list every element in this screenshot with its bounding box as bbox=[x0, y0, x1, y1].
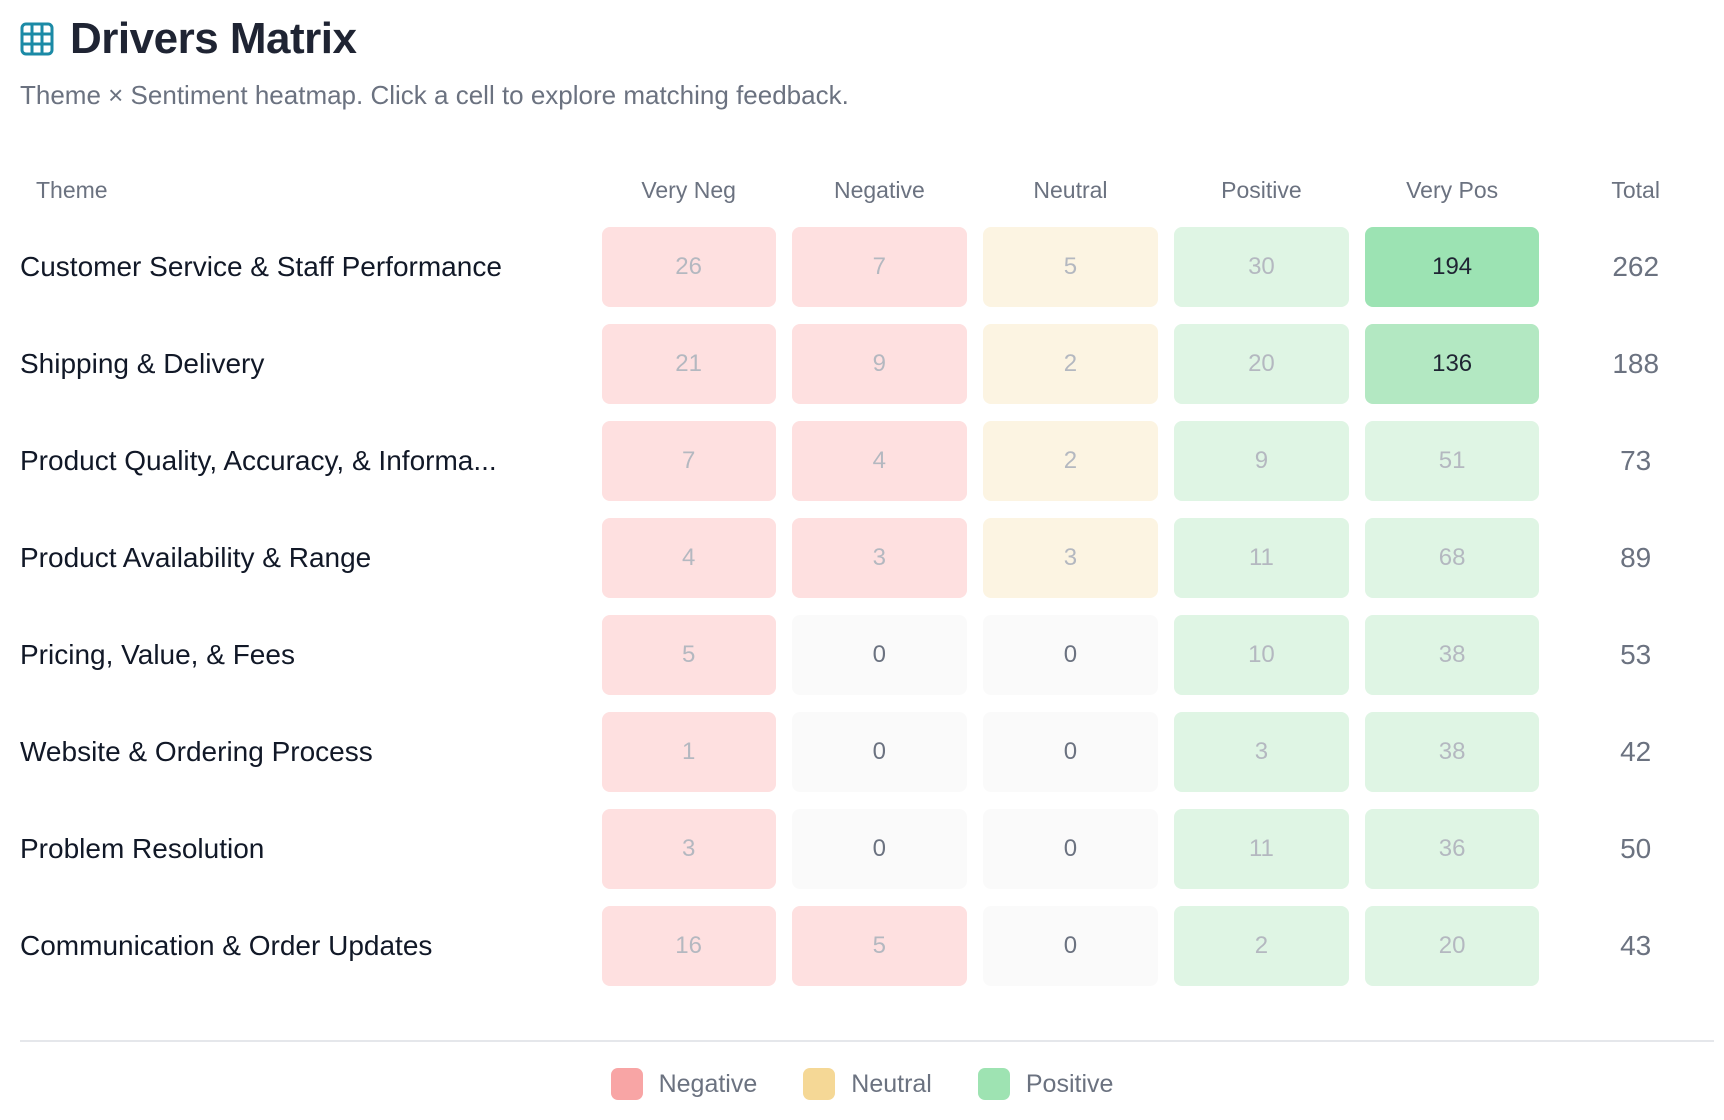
grid-table-icon bbox=[20, 22, 54, 56]
heatmap-cell-neutral[interactable]: 2 bbox=[983, 420, 1158, 501]
legend-swatch-positive bbox=[977, 1068, 1010, 1100]
table-row: Communication & Order Updates 16 5 0 2 2… bbox=[20, 897, 1724, 994]
legend-label-positive: Positive bbox=[1025, 1069, 1114, 1098]
heatmap-cell-very-neg[interactable]: 26 bbox=[601, 226, 776, 307]
divider bbox=[20, 1040, 1714, 1042]
legend-item-negative: Negative bbox=[610, 1068, 758, 1100]
theme-label: Product Availability & Range bbox=[20, 541, 372, 573]
heatmap-cell-negative[interactable]: 4 bbox=[791, 420, 968, 501]
row-total: 73 bbox=[1620, 444, 1652, 476]
heatmap-cell-very-neg[interactable]: 16 bbox=[601, 905, 776, 986]
heatmap-cell-negative[interactable]: 9 bbox=[791, 323, 968, 404]
heatmap-cell-positive[interactable]: 10 bbox=[1173, 614, 1349, 695]
row-total: 188 bbox=[1612, 347, 1660, 379]
theme-label: Shipping & Delivery bbox=[20, 347, 265, 379]
column-header-very-neg: Very Neg bbox=[641, 176, 736, 203]
heatmap-cell-negative[interactable]: 0 bbox=[791, 808, 968, 889]
heatmap-cell-neutral[interactable]: 3 bbox=[983, 517, 1158, 598]
table-row: Shipping & Delivery 21 9 2 20 136 188 bbox=[20, 315, 1724, 412]
row-total: 53 bbox=[1620, 638, 1652, 670]
theme-label: Website & Ordering Process bbox=[20, 735, 373, 767]
heatmap-cell-very-pos[interactable]: 36 bbox=[1364, 808, 1540, 889]
legend-item-positive: Positive bbox=[977, 1068, 1114, 1100]
heatmap-cell-neutral[interactable]: 2 bbox=[983, 323, 1158, 404]
table-row: Website & Ordering Process 1 0 0 3 38 42 bbox=[20, 703, 1724, 800]
legend: Negative Neutral Positive bbox=[0, 1068, 1724, 1100]
heatmap-cell-neutral[interactable]: 0 bbox=[983, 905, 1158, 986]
heatmap-cell-very-pos[interactable]: 38 bbox=[1364, 711, 1540, 792]
theme-label: Problem Resolution bbox=[20, 832, 265, 864]
row-total: 50 bbox=[1620, 832, 1652, 864]
heatmap-cell-neutral[interactable]: 5 bbox=[983, 226, 1158, 307]
heatmap-cell-very-pos[interactable]: 136 bbox=[1364, 323, 1540, 404]
heatmap-cell-very-pos[interactable]: 51 bbox=[1364, 420, 1540, 501]
heatmap-cell-positive[interactable]: 9 bbox=[1173, 420, 1349, 501]
table-row: Product Quality, Accuracy, & Informa... … bbox=[20, 412, 1724, 509]
heatmap-cell-very-neg[interactable]: 21 bbox=[601, 323, 776, 404]
heatmap-cell-positive[interactable]: 30 bbox=[1173, 226, 1349, 307]
heatmap-cell-positive[interactable]: 11 bbox=[1173, 808, 1349, 889]
row-total: 89 bbox=[1620, 541, 1652, 573]
header: Drivers Matrix Theme × Sentiment heatmap… bbox=[20, 10, 1704, 111]
legend-label-neutral: Neutral bbox=[851, 1069, 932, 1098]
header-row: Theme Very Neg Negative Neutral Positive… bbox=[20, 162, 1724, 218]
heatmap-cell-negative[interactable]: 0 bbox=[791, 711, 968, 792]
heatmap-cell-negative[interactable]: 0 bbox=[791, 614, 968, 695]
row-total: 42 bbox=[1620, 735, 1652, 767]
heatmap-cell-very-pos[interactable]: 20 bbox=[1364, 905, 1540, 986]
legend-label-negative: Negative bbox=[658, 1069, 758, 1098]
column-header-positive: Positive bbox=[1221, 176, 1302, 203]
heatmap-cell-very-pos[interactable]: 38 bbox=[1364, 614, 1540, 695]
heatmap-cell-very-pos[interactable]: 194 bbox=[1364, 226, 1540, 307]
heatmap-cell-neutral[interactable]: 0 bbox=[983, 711, 1158, 792]
table-row: Customer Service & Staff Performance 26 … bbox=[20, 218, 1724, 315]
table-row: Product Availability & Range 4 3 3 11 68… bbox=[20, 509, 1724, 606]
heatmap-cell-very-pos[interactable]: 68 bbox=[1364, 517, 1540, 598]
theme-label: Pricing, Value, & Fees bbox=[20, 638, 295, 670]
table-row: Problem Resolution 3 0 0 11 36 50 bbox=[20, 800, 1724, 897]
heatmap-cell-very-neg[interactable]: 4 bbox=[601, 517, 776, 598]
heatmap-cell-positive[interactable]: 11 bbox=[1173, 517, 1349, 598]
legend-swatch-negative bbox=[610, 1068, 643, 1100]
heatmap-cell-negative[interactable]: 3 bbox=[791, 517, 968, 598]
heatmap-cell-very-neg[interactable]: 5 bbox=[601, 614, 776, 695]
heatmap-cell-positive[interactable]: 2 bbox=[1173, 905, 1349, 986]
heatmap-cell-positive[interactable]: 3 bbox=[1173, 711, 1349, 792]
theme-label: Product Quality, Accuracy, & Informa... bbox=[20, 444, 497, 476]
legend-item-neutral: Neutral bbox=[803, 1068, 932, 1100]
column-header-very-pos: Very Pos bbox=[1406, 176, 1499, 203]
drivers-matrix-table: Theme Very Neg Negative Neutral Positive… bbox=[20, 162, 1724, 994]
column-header-total: Total bbox=[1611, 176, 1660, 203]
theme-label: Communication & Order Updates bbox=[20, 929, 433, 961]
column-header-neutral: Neutral bbox=[1033, 176, 1108, 203]
row-total: 262 bbox=[1612, 250, 1660, 282]
column-header-negative: Negative bbox=[833, 176, 925, 203]
heatmap-cell-very-neg[interactable]: 7 bbox=[601, 420, 776, 501]
heatmap-cell-neutral[interactable]: 0 bbox=[983, 808, 1158, 889]
row-total: 43 bbox=[1620, 929, 1652, 961]
page-subtitle: Theme × Sentiment heatmap. Click a cell … bbox=[20, 80, 849, 110]
heatmap-cell-positive[interactable]: 20 bbox=[1173, 323, 1349, 404]
page-title: Drivers Matrix bbox=[70, 14, 357, 63]
heatmap-cell-very-neg[interactable]: 3 bbox=[601, 808, 776, 889]
title-row: Drivers Matrix bbox=[20, 10, 1704, 68]
theme-label: Customer Service & Staff Performance bbox=[20, 250, 502, 282]
heatmap-cell-negative[interactable]: 5 bbox=[791, 905, 968, 986]
table-row: Pricing, Value, & Fees 5 0 0 10 38 53 bbox=[20, 606, 1724, 703]
legend-swatch-neutral bbox=[803, 1068, 836, 1100]
heatmap-cell-neutral[interactable]: 0 bbox=[983, 614, 1158, 695]
heatmap-cell-very-neg[interactable]: 1 bbox=[601, 711, 776, 792]
heatmap-cell-negative[interactable]: 7 bbox=[791, 226, 968, 307]
column-header-theme: Theme bbox=[36, 176, 108, 203]
